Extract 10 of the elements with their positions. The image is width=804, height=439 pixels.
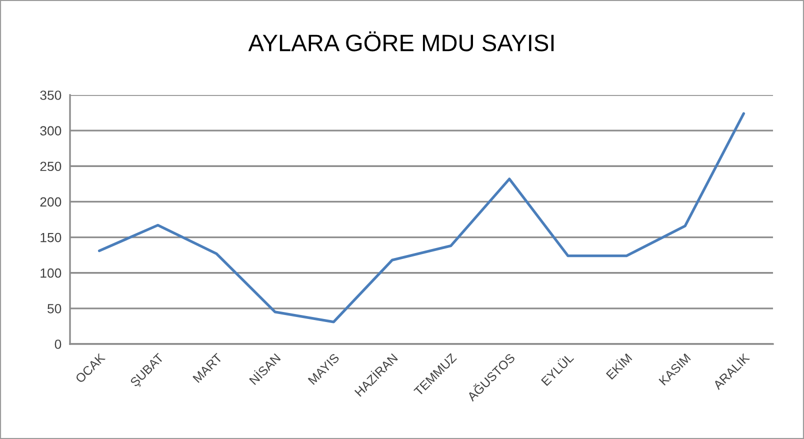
y-tick-label: 50: [48, 304, 62, 314]
y-tick-label: 350: [40, 90, 62, 100]
y-tick-label: 150: [40, 232, 62, 242]
y-tick-label: 100: [40, 268, 62, 278]
line-series: [98, 112, 746, 324]
chart-title: AYLARA GÖRE MDU SAYISI: [248, 31, 554, 52]
y-tick-label: 0: [54, 340, 62, 349]
y-tick-label: 200: [40, 197, 62, 207]
y-tick-label: 300: [40, 126, 62, 136]
y-tick-label: 250: [40, 162, 62, 172]
